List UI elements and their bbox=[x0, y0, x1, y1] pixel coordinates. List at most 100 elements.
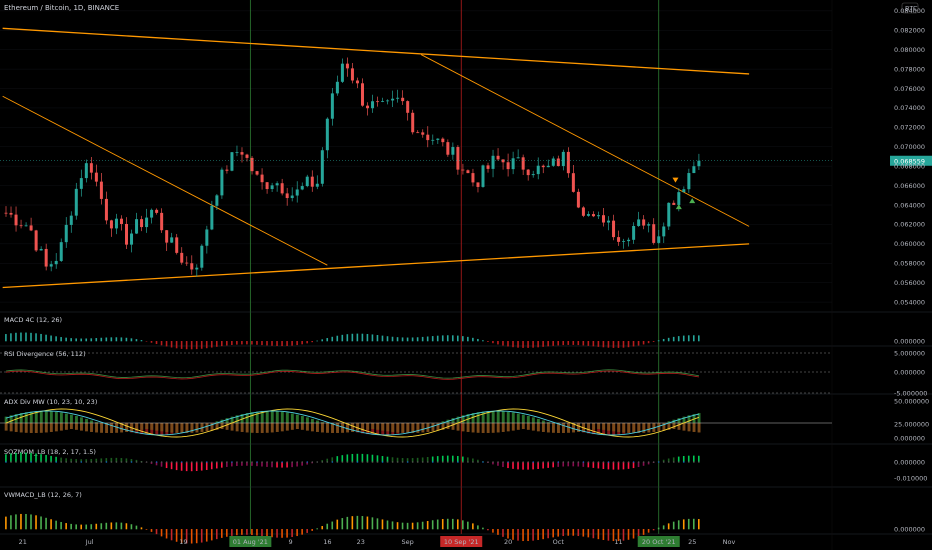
candle-body bbox=[561, 151, 565, 167]
candle-body bbox=[476, 182, 480, 187]
histogram-bar bbox=[316, 528, 319, 530]
candle-body bbox=[270, 185, 274, 190]
adx-base-area bbox=[436, 423, 440, 431]
x-tick-label: 01 Aug '21 bbox=[233, 538, 268, 546]
currency-badge[interactable] bbox=[901, 2, 919, 14]
histogram-bar bbox=[547, 529, 549, 539]
adx-base-area bbox=[195, 423, 199, 433]
adx-base-area bbox=[446, 423, 450, 429]
histogram-bar bbox=[175, 462, 178, 471]
histogram-bar bbox=[537, 462, 539, 469]
adx-area bbox=[531, 417, 535, 423]
candle-body bbox=[190, 263, 194, 270]
histogram-bar bbox=[607, 341, 610, 348]
panel-label-rsi-divergence: RSI Divergence (56, 112) bbox=[4, 350, 86, 358]
candle-body bbox=[466, 170, 470, 174]
squeeze-dot bbox=[507, 461, 509, 463]
squeeze-dot bbox=[698, 461, 700, 463]
squeeze-dot bbox=[80, 461, 83, 463]
trendline-left-falling[interactable] bbox=[2, 95, 328, 266]
trendline-upper-channel[interactable] bbox=[2, 27, 750, 75]
histogram-bar bbox=[632, 529, 635, 539]
histogram-bar bbox=[502, 462, 504, 468]
histogram-bar bbox=[276, 462, 278, 468]
candle-body bbox=[607, 220, 611, 223]
adx-area bbox=[59, 412, 63, 423]
histogram-bar bbox=[492, 462, 494, 465]
histogram-bar bbox=[456, 519, 459, 530]
histogram-bar bbox=[396, 337, 399, 342]
squeeze-dot bbox=[65, 461, 68, 463]
histogram-bar bbox=[698, 519, 700, 530]
histogram-bar bbox=[45, 517, 47, 530]
trendline-right-falling[interactable] bbox=[420, 54, 750, 227]
histogram-bar bbox=[622, 529, 625, 541]
histogram-bar bbox=[70, 458, 72, 463]
squeeze-dot bbox=[120, 461, 123, 463]
histogram-bar bbox=[441, 335, 444, 342]
histogram-bar bbox=[15, 514, 17, 530]
candle-body bbox=[160, 212, 164, 231]
squeeze-dot bbox=[381, 461, 384, 463]
adx-base-area bbox=[416, 423, 420, 433]
histogram-bar bbox=[326, 338, 329, 342]
histogram-bar bbox=[80, 524, 83, 530]
squeeze-dot bbox=[527, 461, 529, 463]
adx-base-area bbox=[672, 423, 676, 429]
squeeze-dot bbox=[50, 461, 52, 463]
histogram-bar bbox=[507, 341, 509, 347]
candle-body bbox=[556, 158, 560, 167]
histogram-bar bbox=[100, 458, 103, 463]
squeeze-dot bbox=[582, 461, 585, 463]
histogram-bar bbox=[527, 341, 529, 348]
histogram-bar bbox=[487, 341, 489, 342]
adx-base-area bbox=[617, 423, 621, 432]
candle-body bbox=[456, 147, 460, 170]
histogram-bar bbox=[15, 452, 17, 463]
currency-label: BTC bbox=[905, 5, 918, 13]
squeeze-dot bbox=[683, 461, 685, 463]
panel-tick-label: -5.000000 bbox=[894, 389, 927, 397]
adx-base-area bbox=[406, 423, 410, 433]
histogram-bar bbox=[70, 338, 72, 342]
histogram-bar bbox=[431, 336, 434, 342]
adx-base-area bbox=[421, 423, 425, 433]
y-tick-label: 0.072000 bbox=[894, 124, 925, 132]
candle-body bbox=[491, 155, 495, 169]
chart-title: Ethereum / Bitcoin, 1D, BINANCE bbox=[4, 4, 119, 12]
histogram-bar bbox=[682, 455, 685, 463]
adx-base-area bbox=[516, 423, 520, 430]
candle-body bbox=[401, 97, 405, 102]
candle-body bbox=[165, 230, 169, 243]
histogram-bar bbox=[256, 462, 258, 467]
histogram-bar bbox=[115, 457, 118, 463]
squeeze-dot bbox=[452, 461, 454, 463]
adx-area bbox=[29, 411, 33, 423]
candle-body bbox=[325, 118, 329, 151]
histogram-bar bbox=[145, 529, 148, 530]
histogram-bar bbox=[627, 529, 630, 540]
candle-body bbox=[79, 178, 83, 189]
adx-base-area bbox=[657, 423, 661, 432]
squeeze-dot bbox=[637, 461, 640, 463]
histogram-bar bbox=[612, 529, 615, 542]
panel-tick-label: 0.000000 bbox=[894, 368, 925, 376]
candle-body bbox=[366, 105, 370, 109]
adx-base-area bbox=[210, 423, 214, 431]
candle-body bbox=[340, 63, 344, 82]
histogram-bar bbox=[115, 522, 118, 530]
adx-area bbox=[230, 416, 234, 423]
histogram-bar bbox=[261, 462, 263, 467]
adx-area bbox=[255, 411, 259, 423]
histogram-bar bbox=[577, 529, 580, 537]
candle-body bbox=[44, 248, 48, 267]
adx-base-area bbox=[411, 423, 415, 433]
trendline-lower-channel[interactable] bbox=[2, 243, 750, 289]
adx-area bbox=[682, 416, 686, 423]
squeeze-dot bbox=[612, 461, 615, 463]
histogram-bar bbox=[145, 341, 148, 342]
histogram-bar bbox=[567, 462, 570, 467]
histogram-bar bbox=[25, 452, 27, 463]
candle-body bbox=[295, 189, 299, 196]
